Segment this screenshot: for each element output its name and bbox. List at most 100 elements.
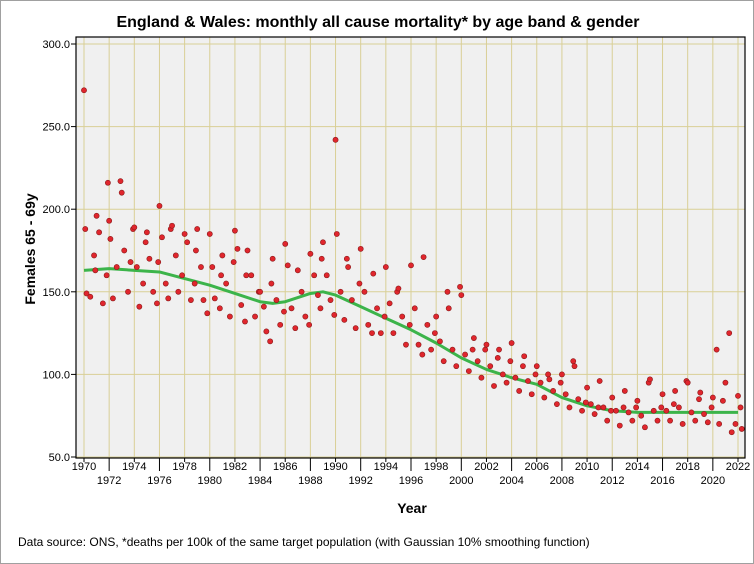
x-tick-label: 2012 xyxy=(600,475,624,487)
data-point xyxy=(298,288,305,295)
data-point xyxy=(244,247,251,254)
x-tick-label: 2016 xyxy=(650,475,674,487)
data-point xyxy=(83,290,90,297)
data-point xyxy=(181,231,188,237)
data-point xyxy=(284,262,291,269)
data-point xyxy=(470,335,477,341)
x-tick-label: 2020 xyxy=(701,475,725,487)
data-point xyxy=(216,305,223,312)
data-point xyxy=(487,363,494,370)
data-point xyxy=(104,179,111,186)
data-point xyxy=(533,363,540,370)
data-point xyxy=(234,245,241,252)
x-tick-label: 1978 xyxy=(172,461,196,473)
data-point xyxy=(629,417,636,424)
x-tick-label: 2006 xyxy=(525,461,549,473)
data-point xyxy=(545,371,551,378)
data-point xyxy=(722,379,729,386)
data-point xyxy=(419,351,426,358)
x-tick-label: 1998 xyxy=(424,461,448,473)
data-point xyxy=(345,264,352,270)
data-point xyxy=(386,300,393,307)
data-point xyxy=(369,330,375,336)
data-point xyxy=(521,353,528,360)
data-point xyxy=(701,411,707,417)
data-point xyxy=(257,288,263,295)
data-point xyxy=(140,280,147,287)
data-point xyxy=(672,388,679,394)
x-tick-label: 2004 xyxy=(499,475,523,487)
y-tick-label: 300.0 xyxy=(42,39,70,51)
data-point xyxy=(458,292,465,299)
data-point xyxy=(99,300,106,307)
data-point xyxy=(209,264,216,270)
x-tick-label: 1982 xyxy=(223,461,247,473)
data-point xyxy=(96,229,102,236)
data-point xyxy=(520,363,526,370)
data-point xyxy=(252,313,258,320)
data-point xyxy=(697,389,704,396)
y-tick-label: 250.0 xyxy=(42,122,70,134)
data-point xyxy=(483,341,490,348)
data-point xyxy=(716,421,723,427)
data-point xyxy=(118,189,125,196)
data-point xyxy=(155,259,162,265)
data-point xyxy=(616,422,623,429)
data-point xyxy=(315,292,321,299)
data-point xyxy=(406,321,413,328)
data-point xyxy=(546,376,553,383)
data-point xyxy=(634,397,641,404)
x-tick-label: 1970 xyxy=(72,461,96,473)
data-point xyxy=(184,239,191,246)
data-point xyxy=(469,346,476,353)
data-point xyxy=(211,295,218,302)
data-point xyxy=(191,280,198,287)
data-point xyxy=(408,262,414,269)
chart-title: England & Wales: monthly all cause morta… xyxy=(116,14,640,31)
data-point xyxy=(352,325,359,332)
data-point xyxy=(738,426,745,432)
data-point xyxy=(684,379,691,386)
data-point xyxy=(654,417,661,424)
data-point xyxy=(302,313,309,320)
x-tick-label: 2014 xyxy=(625,461,649,473)
data-point xyxy=(528,391,535,398)
x-axis-label: Year xyxy=(397,500,427,516)
data-point xyxy=(154,300,160,307)
data-point xyxy=(516,388,523,394)
data-point xyxy=(175,288,182,295)
data-point xyxy=(81,87,87,94)
data-point xyxy=(411,305,418,312)
data-point xyxy=(737,404,744,411)
data-point xyxy=(650,407,657,414)
data-point xyxy=(374,305,380,312)
data-point xyxy=(92,267,99,274)
data-point xyxy=(704,419,711,426)
data-point xyxy=(136,303,143,310)
data-point xyxy=(620,404,627,411)
data-point xyxy=(457,283,463,290)
data-point xyxy=(331,312,338,318)
data-point xyxy=(188,297,194,303)
data-point xyxy=(508,340,515,346)
data-point xyxy=(113,264,120,270)
data-point xyxy=(317,305,324,312)
data-point xyxy=(327,297,334,303)
data-point xyxy=(658,404,665,411)
data-point xyxy=(172,252,179,259)
data-point xyxy=(223,280,230,287)
data-point xyxy=(142,239,149,246)
data-point xyxy=(709,394,716,401)
data-point xyxy=(232,227,238,234)
data-point xyxy=(591,411,598,417)
data-point xyxy=(323,272,330,279)
y-tick-label: 50.0 xyxy=(49,452,70,464)
data-point xyxy=(431,330,438,336)
data-point xyxy=(604,417,611,424)
data-point xyxy=(559,371,565,378)
data-point xyxy=(143,229,150,236)
data-point xyxy=(667,417,673,424)
data-point xyxy=(361,288,368,295)
data-point xyxy=(162,280,169,287)
data-point xyxy=(494,354,501,361)
